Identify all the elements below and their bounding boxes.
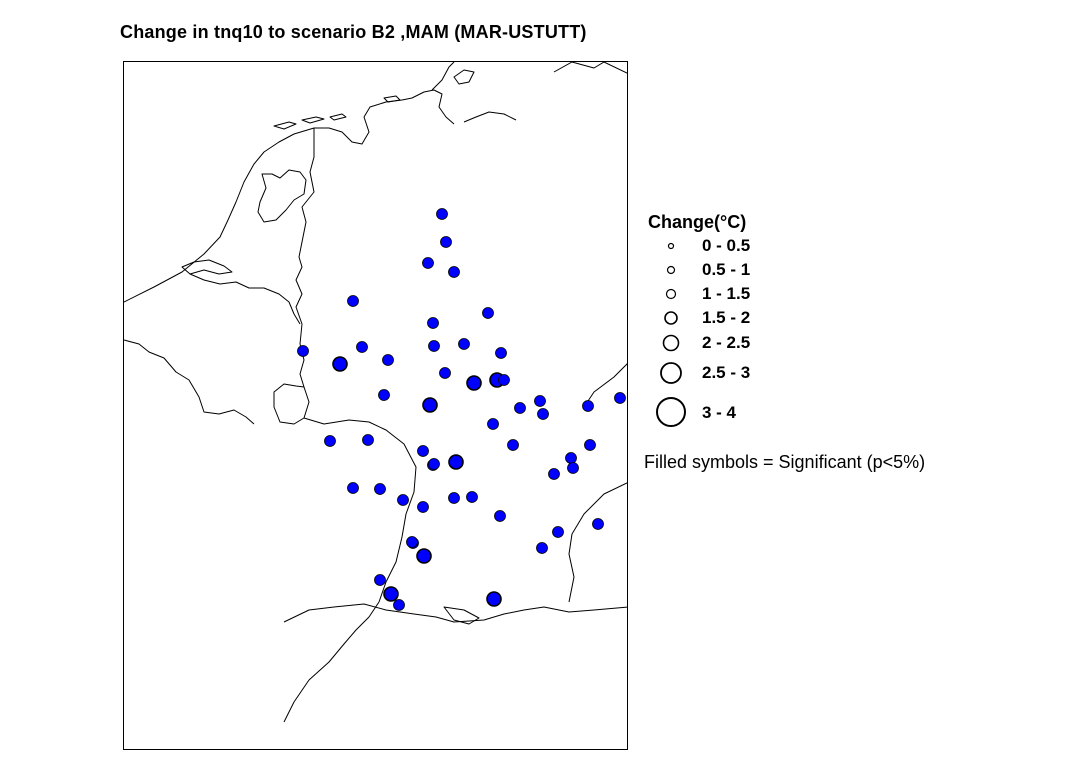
estuary-schelde	[181, 259, 233, 275]
station-marker	[534, 395, 546, 407]
legend-label-3: 1.5 - 2	[702, 308, 751, 327]
station-marker	[448, 266, 460, 278]
island-1	[273, 121, 297, 130]
border-luxembourg	[273, 383, 310, 425]
station-marker	[487, 418, 499, 430]
border-de-fr	[303, 417, 417, 603]
station-marker	[324, 435, 336, 447]
station-marker	[422, 257, 434, 269]
station-marker	[356, 341, 368, 353]
station-marker	[378, 389, 390, 401]
island-fehmarn	[453, 69, 475, 85]
station-marker	[417, 501, 429, 513]
station-marker	[422, 397, 438, 413]
lake-constance	[443, 606, 480, 625]
coast-baltic	[463, 111, 517, 123]
station-marker	[567, 462, 579, 474]
station-marker	[297, 345, 309, 357]
station-marker	[383, 586, 399, 602]
coastline-mainland	[124, 89, 455, 303]
legend-symbol-4	[662, 334, 680, 352]
island-4	[383, 95, 401, 103]
station-marker	[614, 392, 626, 404]
station-marker	[448, 454, 464, 470]
station-marker	[397, 494, 409, 506]
station-marker	[458, 338, 470, 350]
station-marker	[448, 492, 460, 504]
map-svg	[124, 62, 627, 723]
island-3	[329, 113, 347, 121]
station-marker	[498, 374, 510, 386]
legend-symbol-0	[667, 242, 675, 250]
island-2	[301, 116, 325, 124]
station-marker	[507, 439, 519, 451]
station-marker	[440, 236, 452, 248]
station-marker	[406, 536, 418, 548]
legend-title: Change(°C)	[648, 212, 747, 232]
station-marker	[592, 518, 604, 530]
legend-symbols	[656, 242, 686, 427]
station-marker	[466, 491, 478, 503]
island-north	[553, 62, 627, 74]
station-marker	[466, 375, 482, 391]
station-marker	[347, 295, 359, 307]
map-frame	[123, 61, 628, 750]
station-marker	[427, 317, 439, 329]
border-at	[568, 482, 627, 603]
lake-ijsselmeer	[257, 169, 307, 223]
border-cz	[583, 363, 627, 408]
legend-symbol-1	[666, 265, 676, 275]
border-be-fr	[124, 339, 255, 425]
station-marker	[565, 452, 577, 464]
map-title: Change in tnq10 to scenario B2 ,MAM (MAR…	[120, 22, 587, 42]
significance-note: Filled symbols = Significant (p<5%)	[644, 452, 926, 472]
station-marker	[374, 574, 386, 586]
legend-label-5: 2.5 - 3	[702, 363, 751, 382]
station-marker	[486, 591, 502, 607]
station-marker	[347, 482, 359, 494]
border-ch	[283, 603, 627, 623]
legend-symbol-2	[665, 288, 677, 300]
stations-layer	[297, 208, 626, 611]
station-marker	[439, 367, 451, 379]
station-marker	[436, 208, 448, 220]
station-marker	[548, 468, 560, 480]
station-marker	[393, 599, 405, 611]
station-marker	[482, 307, 494, 319]
legend-label-0: 0 - 0.5	[702, 236, 751, 255]
legend-label-6: 3 - 4	[702, 403, 737, 422]
legend-symbol-5	[660, 362, 682, 384]
border-fr-ch	[283, 601, 380, 723]
station-marker	[494, 510, 506, 522]
station-marker	[536, 542, 548, 554]
coast-jutland	[431, 62, 455, 91]
station-marker	[332, 356, 348, 372]
station-marker	[382, 354, 394, 366]
station-marker	[417, 445, 429, 457]
border-nl-de	[295, 128, 315, 345]
station-marker	[428, 458, 440, 470]
legend-symbol-6	[656, 397, 686, 427]
station-marker	[374, 483, 386, 495]
border-nl-be	[189, 273, 301, 325]
station-marker	[582, 400, 594, 412]
legend-symbol-3	[664, 311, 678, 325]
station-marker	[428, 340, 440, 352]
legend-label-2: 1 - 1.5	[702, 284, 751, 303]
station-marker	[552, 526, 564, 538]
station-marker	[416, 548, 432, 564]
legend-label-1: 0.5 - 1	[702, 260, 751, 279]
station-marker	[537, 408, 549, 420]
station-marker	[362, 434, 374, 446]
station-marker	[495, 347, 507, 359]
station-marker	[514, 402, 526, 414]
station-marker	[584, 439, 596, 451]
legend-label-4: 2 - 2.5	[702, 333, 751, 352]
